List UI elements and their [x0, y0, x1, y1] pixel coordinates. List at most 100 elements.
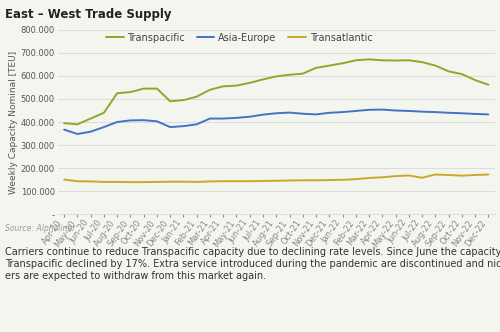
Asia-Europe: [88, 130, 94, 134]
Asia-Europe: [380, 108, 386, 112]
Asia-Europe: [74, 132, 80, 136]
Transpacific: [154, 87, 160, 91]
Transatlantic: [392, 174, 398, 178]
Transpacific: [340, 61, 345, 65]
Transatlantic: [260, 179, 266, 183]
Transatlantic: [128, 180, 134, 184]
Asia-Europe: [167, 125, 173, 129]
Transpacific: [140, 87, 146, 91]
Transatlantic: [366, 176, 372, 180]
Asia-Europe: [366, 108, 372, 112]
Transatlantic: [380, 175, 386, 179]
Asia-Europe: [406, 109, 412, 113]
Transatlantic: [353, 177, 359, 181]
Asia-Europe: [194, 122, 200, 126]
Asia-Europe: [486, 113, 492, 117]
Transatlantic: [207, 179, 213, 183]
Transpacific: [300, 72, 306, 76]
Transatlantic: [313, 178, 319, 182]
Transpacific: [313, 66, 319, 70]
Transatlantic: [446, 173, 452, 177]
Transpacific: [366, 57, 372, 61]
Transatlantic: [459, 174, 465, 178]
Line: Asia-Europe: Asia-Europe: [64, 110, 488, 134]
Asia-Europe: [101, 125, 107, 129]
Transpacific: [459, 72, 465, 76]
Asia-Europe: [140, 118, 146, 122]
Transatlantic: [220, 179, 226, 183]
Transatlantic: [419, 176, 425, 180]
Asia-Europe: [220, 117, 226, 121]
Transatlantic: [61, 178, 67, 182]
Transpacific: [220, 84, 226, 88]
Asia-Europe: [446, 111, 452, 115]
Y-axis label: Weekly Capacity Nominal [TEU]: Weekly Capacity Nominal [TEU]: [8, 50, 18, 194]
Transpacific: [273, 74, 279, 78]
Transpacific: [260, 77, 266, 81]
Asia-Europe: [273, 111, 279, 115]
Asia-Europe: [340, 110, 345, 114]
Transatlantic: [286, 179, 292, 183]
Asia-Europe: [392, 109, 398, 113]
Transpacific: [167, 99, 173, 103]
Transatlantic: [273, 179, 279, 183]
Asia-Europe: [128, 119, 134, 123]
Transatlantic: [180, 180, 186, 184]
Asia-Europe: [207, 117, 213, 121]
Transatlantic: [326, 178, 332, 182]
Text: Carriers continue to reduce Transpacific capacity due to declining rate levels. : Carriers continue to reduce Transpacific…: [5, 247, 500, 281]
Asia-Europe: [419, 110, 425, 114]
Transatlantic: [88, 179, 94, 183]
Transpacific: [392, 58, 398, 62]
Line: Transpacific: Transpacific: [64, 59, 488, 124]
Transatlantic: [406, 173, 412, 177]
Transpacific: [446, 69, 452, 73]
Asia-Europe: [459, 111, 465, 115]
Transpacific: [419, 60, 425, 64]
Transatlantic: [340, 178, 345, 182]
Transatlantic: [114, 180, 120, 184]
Transatlantic: [101, 180, 107, 184]
Transpacific: [194, 95, 200, 99]
Asia-Europe: [234, 116, 239, 120]
Transpacific: [406, 58, 412, 62]
Transatlantic: [154, 180, 160, 184]
Transpacific: [101, 111, 107, 115]
Transpacific: [472, 78, 478, 82]
Transatlantic: [74, 179, 80, 183]
Asia-Europe: [154, 119, 160, 123]
Asia-Europe: [472, 112, 478, 116]
Transpacific: [128, 90, 134, 94]
Transpacific: [234, 84, 239, 88]
Transatlantic: [140, 180, 146, 184]
Asia-Europe: [61, 127, 67, 131]
Transatlantic: [234, 179, 239, 183]
Asia-Europe: [260, 113, 266, 117]
Asia-Europe: [313, 113, 319, 117]
Transpacific: [88, 117, 94, 121]
Text: Source: Alphaliner: Source: Alphaliner: [5, 224, 75, 233]
Line: Transatlantic: Transatlantic: [64, 175, 488, 182]
Transatlantic: [246, 179, 252, 183]
Transpacific: [114, 91, 120, 95]
Transatlantic: [194, 180, 200, 184]
Transatlantic: [472, 173, 478, 177]
Asia-Europe: [326, 111, 332, 115]
Asia-Europe: [300, 112, 306, 116]
Asia-Europe: [286, 111, 292, 115]
Transatlantic: [300, 178, 306, 182]
Legend: Transpacific, Asia-Europe, Transatlantic: Transpacific, Asia-Europe, Transatlantic: [106, 33, 372, 43]
Transpacific: [353, 58, 359, 62]
Asia-Europe: [246, 115, 252, 119]
Transpacific: [180, 98, 186, 102]
Transatlantic: [432, 173, 438, 177]
Transpacific: [432, 64, 438, 68]
Transpacific: [246, 81, 252, 85]
Asia-Europe: [353, 109, 359, 113]
Transpacific: [380, 58, 386, 62]
Text: East – West Trade Supply: East – West Trade Supply: [5, 8, 172, 21]
Transatlantic: [486, 173, 492, 177]
Transpacific: [61, 121, 67, 125]
Transpacific: [326, 64, 332, 68]
Asia-Europe: [180, 124, 186, 128]
